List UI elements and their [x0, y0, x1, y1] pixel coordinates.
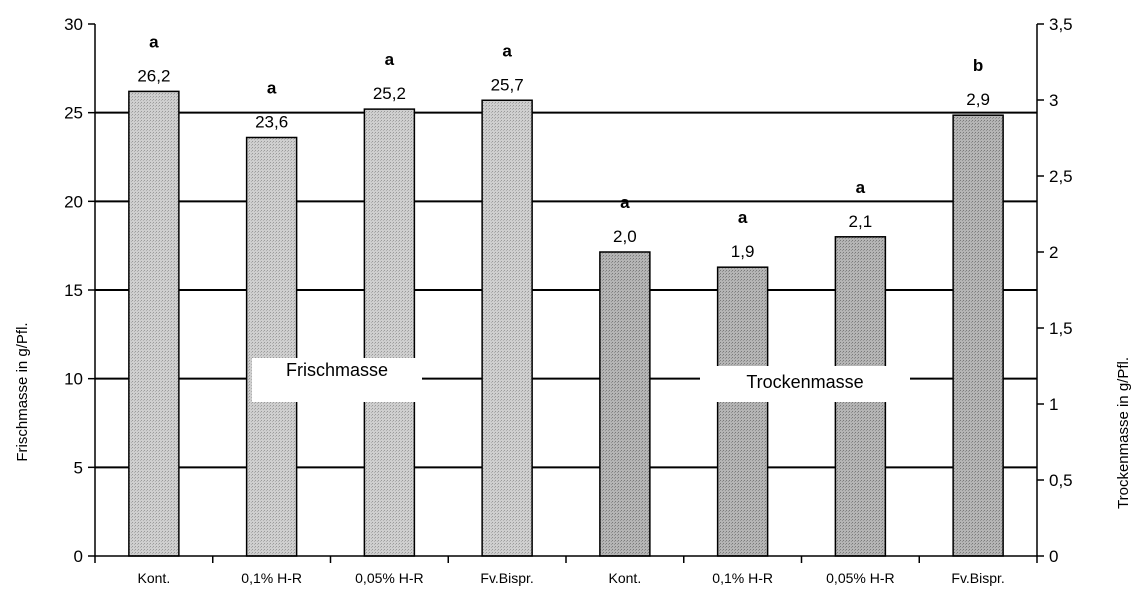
category-label: 0,1% H-R [712, 570, 773, 586]
bar-value-label: 2,0 [613, 227, 637, 246]
bar [245, 136, 298, 557]
left-tick-label: 15 [64, 281, 83, 300]
category-label: 0,05% H-R [826, 570, 894, 586]
significance-letter: a [620, 193, 630, 212]
gridlines [95, 111, 1037, 469]
series-label-text-trockenmasse: Trockenmasse [746, 372, 863, 392]
series-label-trockenmasse: Trockenmasse [700, 366, 910, 402]
right-tick-label: 3 [1049, 91, 1058, 110]
category-label: 0,05% H-R [355, 570, 423, 586]
left-tick-label: 0 [74, 547, 83, 566]
category-label: Fv.Bispr. [480, 570, 533, 586]
category-label: 0,1% H-R [241, 570, 302, 586]
axes: 0 5 10 15 20 25 30 0 0,5 1 1,5 2 2,5 3 3,5 Kont. 0,1% H-… [64, 15, 1073, 586]
bar [952, 114, 1004, 557]
right-tick-label: 1 [1049, 395, 1058, 414]
significance-letter: a [385, 50, 395, 69]
bars [128, 90, 1004, 557]
bar-value-label: 25,7 [491, 75, 524, 94]
bar-value-label: 26,2 [137, 66, 170, 85]
category-label: Kont. [138, 570, 171, 586]
significance-letter: a [267, 78, 277, 97]
bar-value-label: 1,9 [731, 242, 755, 261]
right-tick-label: 2,5 [1049, 167, 1073, 186]
category-label: Fv.Bispr. [951, 570, 1004, 586]
bar-value-label: 2,9 [966, 90, 990, 109]
bar [128, 90, 180, 557]
right-tick-label: 3,5 [1049, 15, 1073, 34]
left-tick-label: 25 [64, 104, 83, 123]
significance-letter: a [856, 178, 866, 197]
series-label-text-frischmasse: Frischmasse [286, 360, 388, 380]
bar-value-label: 2,1 [849, 212, 873, 231]
right-tick-label: 1,5 [1049, 319, 1073, 338]
bar-value-label: 25,2 [373, 84, 406, 103]
significance-letter: b [973, 56, 983, 75]
significance-letter: a [502, 41, 512, 60]
bar [363, 108, 416, 557]
series-label-frischmasse: Frischmasse [252, 358, 422, 402]
significance-letter: a [738, 208, 748, 227]
right-tick-label: 2 [1049, 243, 1058, 262]
labels: 26,2 a 23,6 a 25,2 a 25,7 a 2,0 a 1,9 a 2,1 a 2,9 b [137, 32, 990, 261]
bar-value-label: 23,6 [255, 112, 288, 131]
left-tick-label: 30 [64, 15, 83, 34]
left-tick-label: 5 [74, 458, 83, 477]
right-axis-label: Trockenmasse in g/Pfl. [1115, 357, 1132, 509]
category-label: Kont. [609, 570, 642, 586]
bar [599, 251, 651, 557]
right-tick-label: 0,5 [1049, 471, 1073, 490]
left-tick-label: 20 [64, 192, 83, 211]
left-axis-label: Frischmasse in g/Pfl. [14, 322, 31, 461]
significance-letter: a [149, 32, 159, 51]
left-tick-label: 10 [64, 370, 83, 389]
bar [481, 99, 533, 557]
bar [716, 266, 769, 557]
right-tick-label: 0 [1049, 547, 1058, 566]
